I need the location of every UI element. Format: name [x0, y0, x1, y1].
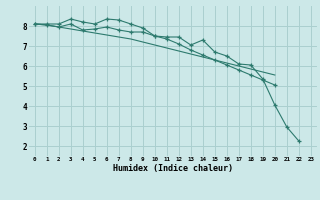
X-axis label: Humidex (Indice chaleur): Humidex (Indice chaleur): [113, 164, 233, 173]
